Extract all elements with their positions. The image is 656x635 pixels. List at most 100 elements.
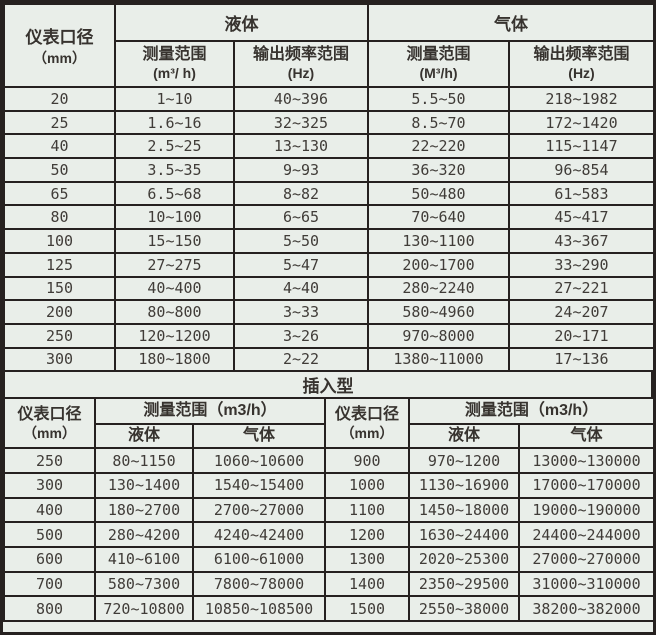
liquid-range-cell: 6.5~68 (114, 180, 235, 207)
liquid-range-cell: 80~800 (114, 299, 235, 325)
table-row: 40 2.5~25 13~130 22~220 115~1147 (3, 133, 653, 160)
insert-title-band: 插入型 (3, 370, 653, 400)
gas-freq-cell: 96~854 (508, 157, 653, 183)
diameter-cell: 40 (3, 133, 116, 160)
liquid-freq-header: 输出频率范围 (Hz) (233, 40, 369, 88)
diameter-cell: 50 (3, 157, 116, 183)
table-row: 250 120~1200 3~26 970~8000 20~171 (3, 322, 653, 349)
liquid-range-cell: 970~1200 (408, 447, 521, 474)
liquid-range-cell: 80~1150 (94, 447, 194, 474)
liquid-range-cell: 410~6100 (94, 546, 194, 573)
gas-freq-cell: 115~1147 (508, 133, 653, 160)
diameter-cell: 25 (3, 109, 116, 136)
diameter-cell: 800 (3, 595, 96, 623)
liquid-range-cell: 2.5~25 (114, 133, 235, 160)
insert-diameter-header-right: 仪表口径 （mm） (324, 397, 411, 450)
gas-range-cell: 200~1700 (367, 251, 510, 278)
gas-range-cell: 13000~130000 (518, 447, 653, 474)
diameter-cell: 1400 (324, 570, 411, 598)
liquid-freq-cell: 5~50 (233, 228, 369, 254)
gas-range-cell: 280~2240 (367, 275, 510, 302)
insert-liquid-header-right: 液体 (408, 423, 521, 450)
insert-title-row: 插入型 (3, 370, 653, 400)
liquid-freq-cell: 9~93 (233, 157, 369, 183)
gas-freq-cell: 17~136 (508, 346, 653, 373)
liquid-freq-cell: 4~40 (233, 275, 369, 302)
diameter-cell: 200 (3, 299, 116, 325)
diameter-cell: 1000 (324, 471, 411, 499)
diameter-cell: 1500 (324, 595, 411, 623)
liquid-measure-unit: (m³/ h) (153, 65, 196, 82)
gas-range-cell: 70~640 (367, 204, 510, 231)
table-row: 250 80~1150 1060~10600 900 970~1200 1300… (3, 447, 653, 474)
diameter-cell: 700 (3, 570, 96, 598)
insert-diameter-label: 仪表口径 (335, 405, 400, 423)
diameter-cell: 250 (3, 447, 96, 474)
insert-section-title: 插入型 (3, 370, 653, 400)
gas-range-cell: 5.5~50 (367, 86, 510, 112)
diameter-cell: 65 (3, 180, 116, 207)
gas-range-cell: 31000~310000 (518, 570, 653, 598)
table-row: 100 15~150 5~50 130~1100 43~367 (3, 228, 653, 254)
insert-diameter-header-left: 仪表口径 （mm） (3, 397, 96, 450)
main-header-group-row: 仪表口径 （mm） 液体 气体 (3, 3, 653, 88)
gas-range-cell: 1380~11000 (367, 346, 510, 373)
gas-freq-cell: 20~171 (508, 322, 653, 349)
diameter-cell: 600 (3, 546, 96, 573)
table-row: 150 40~400 4~40 280~2240 27~221 (3, 275, 653, 302)
table-row: 50 3.5~35 9~93 36~320 96~854 (3, 157, 653, 183)
gas-range-cell: 17000~170000 (518, 471, 653, 499)
gas-freq-cell: 33~290 (508, 251, 653, 278)
liquid-range-cell: 1450~18000 (408, 496, 521, 524)
table-row: 65 6.5~68 8~82 50~480 61~583 (3, 180, 653, 207)
liquid-range-cell: 580~7300 (94, 570, 194, 598)
main-subheader-row: 测量范围 (m³/ h) 输出频率范围 (Hz) 测量范围 (M³/h) 输出频… (4, 40, 653, 88)
liquid-freq-cell: 32~325 (233, 109, 369, 136)
table-row: 20 1~10 40~396 5.5~50 218~1982 (3, 86, 653, 112)
table-row: 125 27~275 5~47 200~1700 33~290 (3, 251, 653, 278)
liquid-range-cell: 3.5~35 (114, 157, 235, 183)
gas-range-cell: 27000~270000 (518, 546, 653, 573)
gas-freq-cell: 172~1420 (508, 109, 653, 136)
main-spec-table: 仪表口径 （mm） 液体 气体 测量范围 (m³/ h) 输出频率范围 (Hz)… (3, 3, 653, 373)
insert-gas-header-right: 气体 (518, 423, 653, 450)
gas-freq-label: 输出频率范围 (533, 46, 630, 64)
liquid-range-cell: 1130~16900 (408, 471, 521, 499)
liquid-range-cell: 40~400 (114, 275, 235, 302)
gas-range-cell: 7800~78000 (191, 570, 327, 598)
liquid-freq-cell: 13~130 (233, 133, 369, 160)
gas-range-cell: 10850~108500 (191, 595, 327, 623)
insert-diameter-unit: （mm） (340, 424, 394, 441)
diameter-cell: 100 (3, 228, 116, 254)
table-row: 300 180~1800 2~22 1380~11000 17~136 (3, 346, 653, 373)
liquid-freq-cell: 3~33 (233, 299, 369, 325)
table-row: 25 1.6~16 32~325 8.5~70 172~1420 (3, 109, 653, 136)
insert-diameter-unit: （mm） (23, 424, 76, 441)
liquid-measure-label: 测量范围 (142, 46, 207, 64)
liquid-range-cell: 1630~24400 (408, 521, 521, 548)
liquid-range-cell: 2020~25300 (408, 546, 521, 573)
diameter-cell: 900 (324, 447, 411, 474)
liquid-range-cell: 280~4200 (94, 521, 194, 548)
liquid-range-cell: 27~275 (114, 251, 235, 278)
diameter-cell: 500 (3, 521, 96, 548)
liquid-freq-cell: 3~26 (233, 322, 369, 349)
diameter-label: 仪表口径 (25, 28, 94, 47)
gas-range-cell: 1540~15400 (191, 471, 327, 499)
liquid-freq-cell: 5~47 (233, 251, 369, 278)
gas-freq-cell: 45~417 (508, 204, 653, 231)
liquid-range-cell: 10~100 (114, 204, 235, 231)
liquid-group-header: 液体 (114, 3, 369, 42)
gas-freq-unit: (Hz) (568, 65, 595, 82)
gas-group-header: 气体 (367, 3, 653, 42)
diameter-cell: 150 (3, 275, 116, 302)
gas-range-cell: 19000~190000 (518, 496, 653, 524)
insert-subheader-row: 液体 气体 液体 气体 (4, 423, 653, 450)
diameter-cell: 1300 (324, 546, 411, 573)
diameter-cell: 1200 (324, 521, 411, 548)
gas-freq-cell: 27~221 (508, 275, 653, 302)
diameter-cell: 80 (3, 204, 116, 231)
liquid-freq-unit: (Hz) (287, 65, 315, 82)
diameter-cell: 250 (3, 322, 116, 349)
liquid-range-cell: 120~1200 (114, 322, 235, 349)
